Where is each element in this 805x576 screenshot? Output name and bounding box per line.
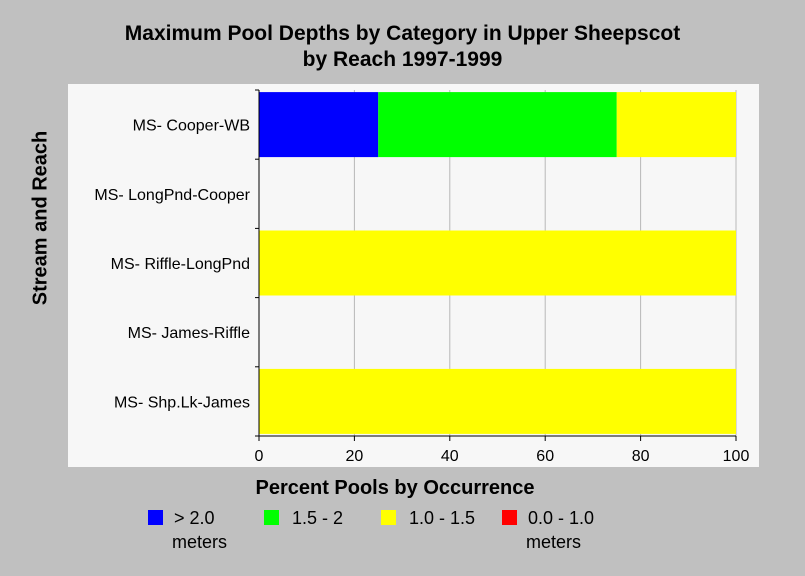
bar-segment bbox=[378, 92, 617, 158]
legend-label: > 2.0 meters bbox=[172, 508, 228, 552]
chart-area: MS- Cooper-WB MS- LongPnd-Cooper MS- Riffl… bbox=[68, 84, 759, 467]
bars-group bbox=[259, 92, 736, 434]
x-axis-label: Percent Pools by Occurrence bbox=[255, 477, 535, 499]
x-tick-label: 80 bbox=[632, 448, 650, 465]
chart-title: Maximum Pool Depths by Category in Upper… bbox=[124, 22, 681, 45]
legend-swatch bbox=[264, 510, 279, 525]
x-tick-label: 20 bbox=[346, 448, 364, 465]
category-label: MS- James-Riffle bbox=[128, 325, 250, 342]
category-label: MS- Cooper-WB bbox=[133, 118, 250, 135]
legend-label: 1.5 - 2 bbox=[292, 508, 344, 528]
x-tick-label: 40 bbox=[441, 448, 459, 465]
legend-swatch bbox=[148, 510, 163, 525]
legend-label: 0.0 - 1.0 meters bbox=[526, 508, 595, 552]
legend-label: 1.0 - 1.5 bbox=[409, 508, 476, 528]
x-tick-label: 100 bbox=[723, 448, 750, 465]
category-label: MS- LongPnd-Cooper bbox=[94, 187, 250, 204]
legend-swatch bbox=[381, 510, 396, 525]
bar-segment bbox=[616, 92, 736, 158]
legend-swatch bbox=[502, 510, 517, 525]
axes-group: MS- Cooper-WB MS- LongPnd-Cooper MS- Riffl… bbox=[94, 89, 750, 465]
x-tick-label: 0 bbox=[255, 448, 264, 465]
chart-subtitle: by Reach 1997-1999 bbox=[302, 48, 503, 71]
bar-segment bbox=[259, 230, 736, 296]
category-label: MS- Shp.Lk-James bbox=[114, 394, 250, 411]
x-tick-label: 60 bbox=[536, 448, 554, 465]
y-axis-label: Stream and Reach bbox=[29, 130, 52, 306]
bar-segment bbox=[259, 92, 379, 158]
bar-segment bbox=[259, 368, 736, 434]
category-label: MS- Riffle-LongPnd bbox=[111, 256, 250, 273]
